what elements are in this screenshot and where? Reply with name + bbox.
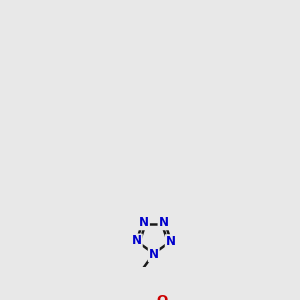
Text: N: N [139,216,149,229]
Text: O: O [156,293,168,300]
Text: N: N [132,235,142,248]
Text: N: N [166,235,176,248]
Text: N: N [158,216,169,229]
Text: N: N [149,248,159,261]
